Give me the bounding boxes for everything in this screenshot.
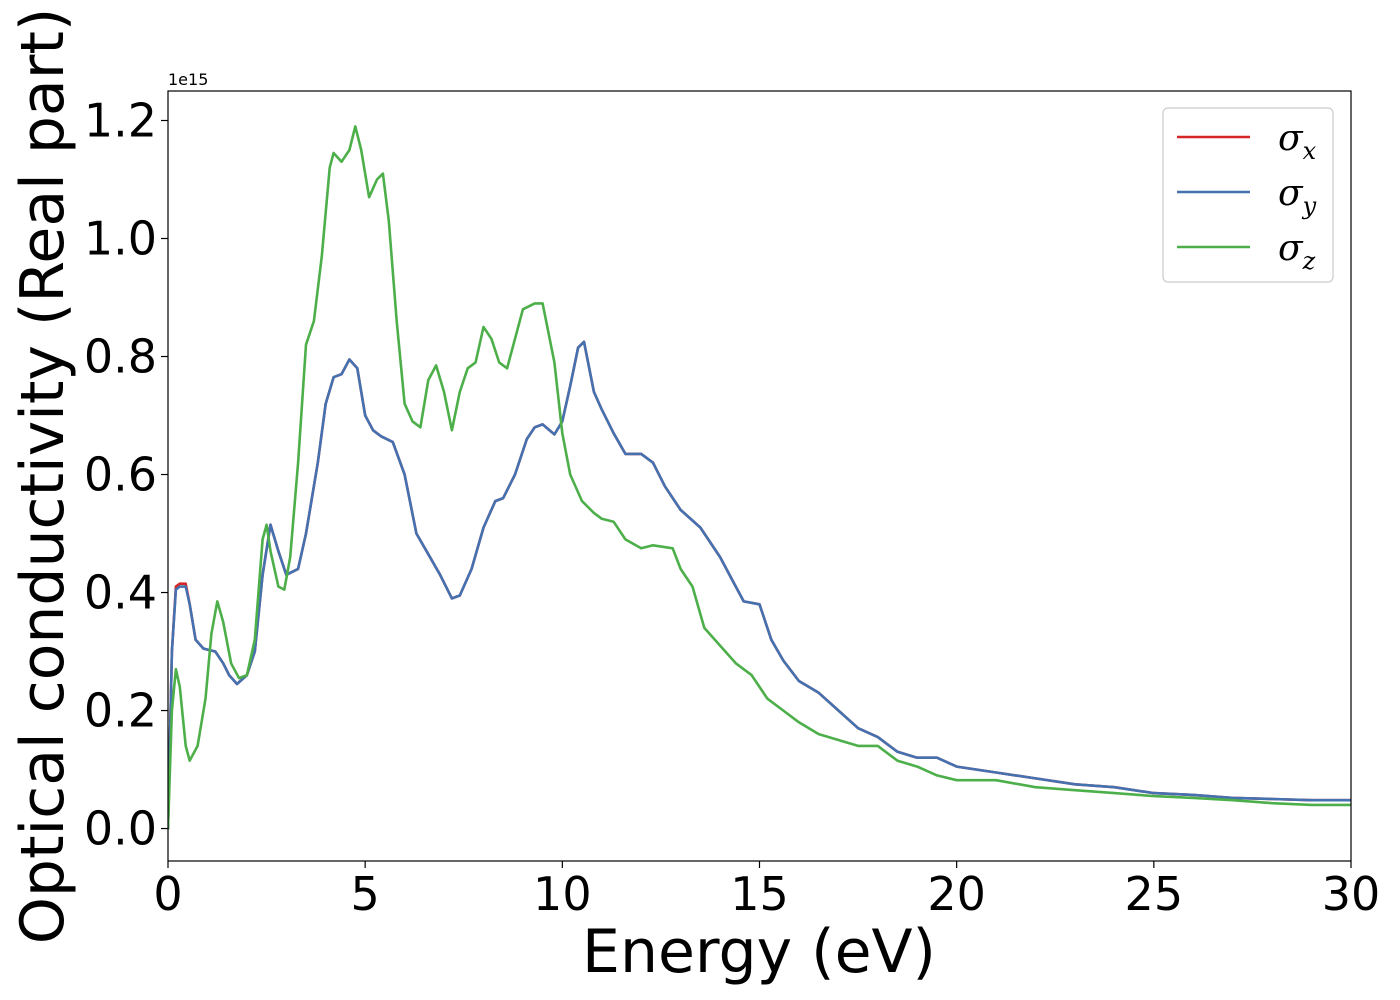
y-tick-label: 1.2: [84, 94, 157, 148]
x-tick-label: 25: [1125, 867, 1184, 921]
series-layer: [168, 125, 1351, 830]
y-tick-label: 0.8: [84, 330, 157, 384]
legend-label-y: σy: [1278, 173, 1317, 220]
x-tick-label: 0: [153, 867, 182, 921]
x-axis: 0 5 10 15 20 25 30: [153, 861, 1380, 921]
x-tick-label: 5: [351, 867, 380, 921]
x-tick-label: 15: [730, 867, 789, 921]
legend: σx σy σz: [1162, 107, 1334, 283]
legend-box: [1162, 107, 1334, 283]
x-tick-label: 10: [533, 867, 592, 921]
x-tick-label: 30: [1322, 867, 1381, 921]
y-offset-label: 1e15: [168, 70, 208, 89]
y-tick-label: 0.6: [84, 448, 157, 502]
y-axis-title: Optical conductivity (Real part): [8, 8, 78, 945]
x-axis-title: Energy (eV): [582, 917, 936, 987]
y-axis: 0.0 0.2 0.4 0.6 0.8 1.0 1.2: [84, 94, 168, 856]
legend-label-x: σx: [1278, 118, 1317, 165]
series-line-y: [168, 340, 1351, 830]
y-tick-label: 0.4: [84, 566, 157, 620]
legend-label-z: σz: [1278, 228, 1316, 275]
x-tick-label: 20: [927, 867, 986, 921]
y-tick-label: 0.0: [84, 802, 157, 856]
y-tick-label: 1.0: [84, 212, 157, 266]
series-line-z: [168, 125, 1351, 830]
y-tick-label: 0.2: [84, 684, 157, 738]
